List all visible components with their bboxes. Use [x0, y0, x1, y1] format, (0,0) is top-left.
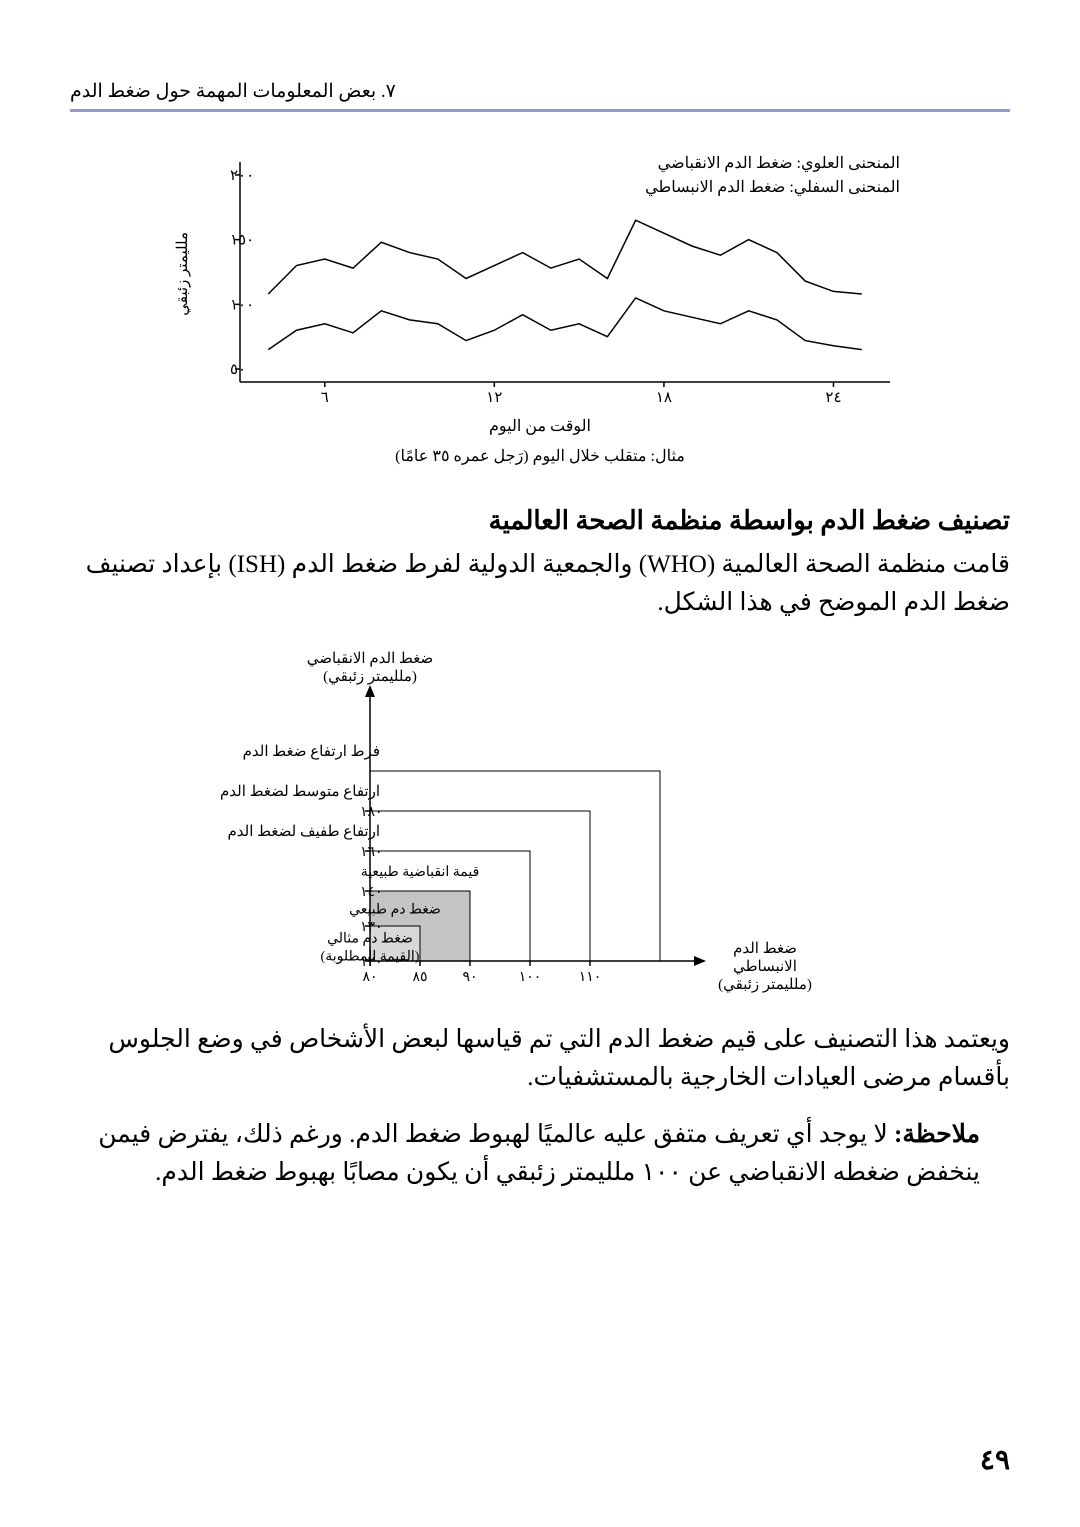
svg-text:قيمة انقباضية طبيعية: قيمة انقباضية طبيعية [361, 865, 480, 880]
svg-text:ضغط الدم الانقباضي: ضغط الدم الانقباضي [307, 651, 433, 667]
chart1-y-axis-label: ملليمتر زئبقي [174, 232, 192, 316]
svg-text:(ملليمتر زئبقي): (ملليمتر زئبقي) [323, 669, 417, 685]
note-label: ملاحظة: [894, 1121, 980, 1148]
svg-text:١٣٠: ١٣٠ [360, 920, 383, 935]
paragraph2: ويعتمد هذا التصنيف على قيم ضغط الدم التي… [70, 1021, 1010, 1096]
svg-text:١٤٠: ١٤٠ [360, 885, 383, 900]
svg-text:٢٤: ٢٤ [825, 390, 841, 406]
svg-text:فرط ارتفاع ضغط الدم: فرط ارتفاع ضغط الدم [243, 744, 380, 760]
note-text: لا يوجد أي تعريف متفق عليه عالميًا لهبوط… [98, 1121, 980, 1186]
svg-text:٥٠: ٥٠ [230, 362, 246, 378]
legend-systolic: المنحنى العلوي: ضغط الدم الانقباضي [645, 152, 900, 176]
svg-text:٨٥: ٨٥ [412, 970, 427, 985]
chart2-svg: ضغط دم مثالي(القيمة المطلوبة)ضغط دم طبيع… [200, 641, 880, 1001]
page-number: ٤٩ [980, 1443, 1010, 1477]
svg-text:٦: ٦ [321, 390, 329, 406]
svg-text:١٥٠: ١٥٠ [230, 233, 254, 249]
chart1-legend: المنحنى العلوي: ضغط الدم الانقباضي المنح… [645, 152, 900, 200]
chart2-container: ضغط دم مثالي(القيمة المطلوبة)ضغط دم طبيع… [200, 641, 880, 1001]
svg-text:٩٠: ٩٠ [462, 970, 477, 985]
section-heading: تصنيف ضغط الدم بواسطة منظمة الصحة العالم… [70, 506, 1010, 536]
chart1-container: المنحنى العلوي: ضغط الدم الانقباضي المنح… [180, 152, 900, 436]
page-header: ٧. بعض المعلومات المهمة حول ضغط الدم [70, 80, 1010, 112]
chart1-x-axis-label: الوقت من اليوم [180, 416, 900, 436]
svg-text:٨٠: ٨٠ [362, 970, 377, 985]
svg-text:الانبساطي: الانبساطي [733, 959, 797, 975]
svg-text:١٢: ١٢ [486, 390, 502, 406]
svg-text:٢٠٠: ٢٠٠ [230, 168, 254, 184]
svg-text:(ملليمتر زئبقي): (ملليمتر زئبقي) [718, 977, 812, 993]
svg-text:١٨٠: ١٨٠ [360, 805, 383, 820]
svg-text:ارتفاع طفيف لضغط الدم: ارتفاع طفيف لضغط الدم [228, 824, 380, 840]
note-block: ملاحظة: لا يوجد أي تعريف متفق عليه عالمي… [70, 1116, 1010, 1191]
svg-text:١٨: ١٨ [656, 390, 672, 406]
legend-diastolic: المنحنى السفلي: ضغط الدم الانبساطي [645, 176, 900, 200]
svg-text:ارتفاع متوسط لضغط الدم: ارتفاع متوسط لضغط الدم [220, 784, 380, 800]
svg-text:١١٠: ١١٠ [579, 970, 602, 985]
chart1-caption: مثال: متقلب خلال اليوم (رَجل عمره ٣٥ عام… [70, 446, 1010, 466]
svg-text:١٢٠: ١٢٠ [360, 955, 383, 970]
svg-text:١٠٠: ١٠٠ [519, 970, 542, 985]
paragraph1: قامت منظمة الصحة العالمية (WHO) والجمعية… [70, 546, 1010, 621]
svg-text:ضغط دم طبيعي: ضغط دم طبيعي [349, 903, 441, 918]
svg-text:١٦٠: ١٦٠ [360, 845, 383, 860]
svg-text:١٠٠: ١٠٠ [230, 297, 254, 313]
svg-text:ضغط الدم: ضغط الدم [733, 941, 797, 957]
